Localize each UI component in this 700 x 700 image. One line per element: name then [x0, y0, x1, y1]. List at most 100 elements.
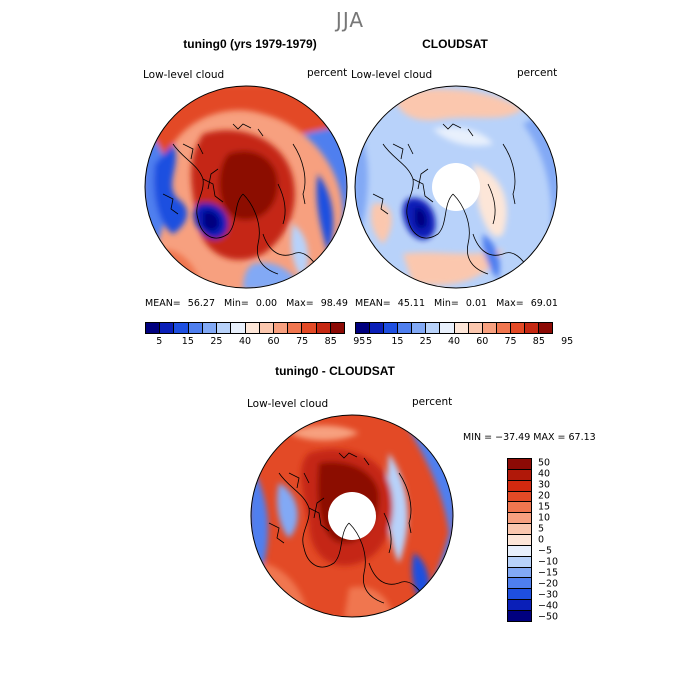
- obs-max-label: Max=: [496, 298, 524, 309]
- colorbar-swatch: [245, 323, 260, 333]
- colorbar-tick-label: 5: [366, 336, 373, 347]
- colorbar-tick-label: −40: [538, 600, 559, 612]
- colorbar-swatch: [217, 323, 232, 333]
- colorbar-swatch: [398, 323, 413, 333]
- model-variable-label: Low-level cloud: [143, 69, 225, 81]
- colorbar-tick-label: 5: [156, 336, 163, 347]
- obs-max-value: 69.01: [530, 298, 558, 309]
- colorbar-swatch: [524, 323, 540, 333]
- colorbar-tick-label: 40: [538, 468, 551, 480]
- colorbar-tick-label: 95: [561, 336, 574, 347]
- colorbar-tick-label: 15: [391, 336, 404, 347]
- diff-variable-label: Low-level cloud: [247, 398, 329, 410]
- colorbar-swatch: [440, 323, 455, 333]
- colorbar-swatch: [160, 323, 175, 333]
- colorbar-swatch: [508, 600, 531, 612]
- obs-colorbar: [355, 322, 553, 334]
- colorbar-swatch: [370, 323, 385, 333]
- colorbar-tick-label: −50: [538, 611, 559, 623]
- colorbar-tick-label: 15: [538, 501, 551, 513]
- model-stats: MEAN= 56.27 Min= 0.00 Max= 98.49: [145, 298, 350, 309]
- model-mean-value: 56.27: [187, 298, 215, 309]
- colorbar-swatch: [468, 323, 483, 333]
- model-colorbar: [145, 322, 345, 334]
- colorbar-swatch: [188, 323, 203, 333]
- colorbar-swatch: [288, 323, 303, 333]
- model-min-value: 0.00: [255, 298, 278, 309]
- colorbar-tick-label: 30: [538, 479, 551, 491]
- colorbar-tick-label: −30: [538, 589, 559, 601]
- colorbar-swatch: [508, 556, 531, 568]
- colorbar-tick-label: 85: [532, 336, 545, 347]
- colorbar-swatch: [508, 567, 531, 579]
- colorbar-swatch: [508, 513, 531, 525]
- colorbar-swatch: [482, 323, 497, 333]
- colorbar-swatch: [330, 323, 345, 333]
- obs-mean-label: MEAN=: [355, 298, 391, 309]
- colorbar-swatch: [356, 323, 371, 333]
- colorbar-tick-label: 50: [538, 457, 551, 469]
- diff-colorbar-ticks: 50 40 30 20 15 10 5 0 −5 −10 −15 −20 −30 −40 −50: [538, 458, 578, 622]
- obs-min-label: Min=: [434, 298, 459, 309]
- colorbar-swatch: [508, 502, 531, 514]
- model-mean-label: MEAN=: [145, 298, 181, 309]
- obs-polar-map: [354, 85, 558, 289]
- colorbar-swatch: [384, 323, 399, 333]
- colorbar-tick-label: 10: [538, 512, 551, 524]
- obs-colorbar-ticks: 5 15 25 40 60 75 85 95: [355, 336, 573, 350]
- colorbar-tick-label: −10: [538, 556, 559, 568]
- colorbar-tick-label: −5: [538, 545, 553, 557]
- colorbar-tick-label: 40: [238, 336, 252, 347]
- colorbar-swatch: [273, 323, 289, 333]
- colorbar-tick-label: 40: [447, 336, 461, 347]
- colorbar-swatch: [146, 323, 161, 333]
- model-colorbar-ticks: 5 15 25 40 60 75 85 95: [145, 336, 365, 350]
- colorbar-swatch: [259, 323, 274, 333]
- model-min-label: Min=: [224, 298, 249, 309]
- diff-panel-title: tuning0 - CLOUDSAT: [275, 364, 395, 378]
- colorbar-swatch: [412, 323, 427, 333]
- colorbar-tick-label: −20: [538, 578, 559, 590]
- colorbar-tick-label: −15: [538, 567, 559, 579]
- model-max-value: 98.49: [320, 298, 348, 309]
- colorbar-swatch: [508, 524, 531, 536]
- obs-min-value: 0.01: [465, 298, 488, 309]
- colorbar-tick-label: 15: [181, 336, 194, 347]
- season-title: JJA: [335, 8, 365, 32]
- colorbar-swatch: [508, 545, 531, 557]
- colorbar-tick-label: 60: [267, 336, 280, 347]
- colorbar-swatch: [508, 469, 531, 481]
- obs-mean-value: 45.11: [397, 298, 425, 309]
- model-units-label: percent: [307, 67, 348, 79]
- colorbar-swatch: [508, 535, 531, 546]
- colorbar-swatch: [508, 480, 531, 492]
- diff-colorbar: [507, 458, 532, 622]
- obs-variable-label: Low-level cloud: [351, 69, 433, 81]
- colorbar-tick-label: 75: [296, 336, 309, 347]
- colorbar-tick-label: 25: [210, 336, 223, 347]
- colorbar-swatch: [426, 323, 441, 333]
- obs-units-label: percent: [517, 67, 558, 79]
- diff-minmax: MIN = −37.49 MAX = 67.13: [463, 432, 596, 443]
- model-max-label: Max=: [286, 298, 314, 309]
- colorbar-swatch: [231, 323, 246, 333]
- colorbar-swatch: [316, 323, 331, 333]
- model-polar-map: [144, 85, 348, 289]
- diff-polar-map: [250, 414, 454, 618]
- obs-stats: MEAN= 45.11 Min= 0.01 Max= 69.01: [355, 298, 560, 309]
- colorbar-tick-label: 95: [353, 336, 366, 347]
- colorbar-swatch: [202, 323, 218, 333]
- colorbar-swatch: [302, 323, 317, 333]
- colorbar-swatch: [510, 323, 525, 333]
- colorbar-swatch: [508, 589, 531, 601]
- model-panel-title: tuning0 (yrs 1979-1979): [183, 37, 317, 51]
- colorbar-tick-label: 20: [538, 490, 551, 502]
- colorbar-tick-label: 75: [504, 336, 517, 347]
- colorbar-swatch: [539, 323, 553, 333]
- colorbar-swatch: [174, 323, 189, 333]
- colorbar-tick-label: 5: [538, 523, 545, 535]
- colorbar-swatch: [508, 459, 531, 470]
- diff-units-label: percent: [412, 396, 453, 408]
- obs-panel-title: CLOUDSAT: [422, 37, 488, 51]
- colorbar-tick-label: 0: [538, 534, 545, 546]
